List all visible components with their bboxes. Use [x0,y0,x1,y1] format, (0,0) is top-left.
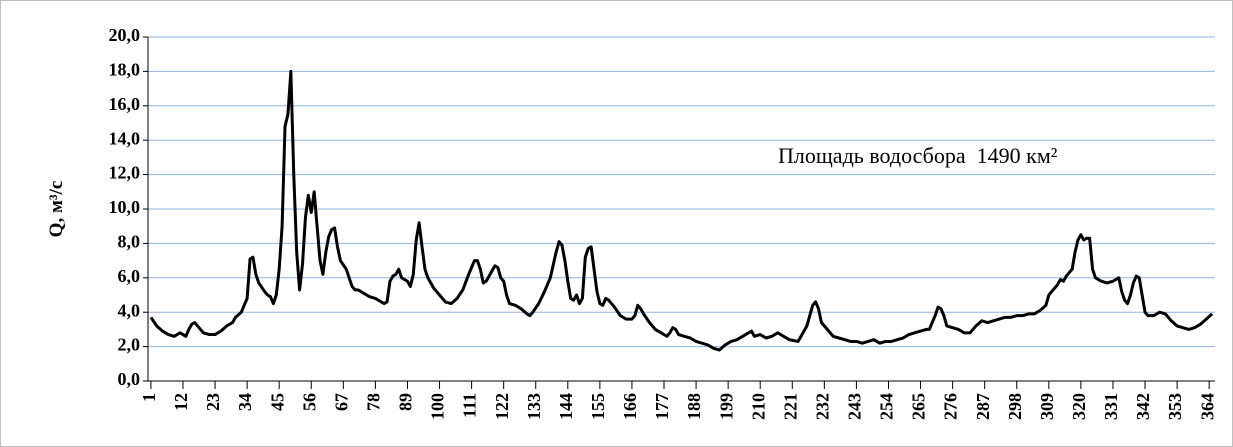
x-tick-label: 221 [780,393,800,420]
x-tick-label: 188 [684,393,704,420]
x-tick-label: 276 [941,393,961,420]
y-tick-label: 6,0 [118,266,141,286]
x-tick-label: 45 [267,393,287,411]
y-tick-label: 12,0 [109,163,141,183]
x-tick-label: 133 [524,393,544,420]
x-tick-label: 100 [428,393,448,420]
x-tick-label: 243 [845,393,865,420]
annotation: Площадь водосбора 1490 км² [778,143,1058,168]
x-tick-label: 56 [299,393,319,411]
x-tick-label: 1 [139,393,159,402]
y-tick-label: 0,0 [118,369,141,389]
x-tick-label: 144 [556,393,576,420]
x-tick-label: 232 [812,393,832,420]
x-tick-label: 287 [973,393,993,420]
x-tick-label: 122 [492,393,512,420]
y-tick-label: 14,0 [109,128,141,148]
x-tick-label: 78 [364,393,384,411]
y-tick-label: 10,0 [109,197,141,217]
y-tick-label: 16,0 [109,94,141,114]
y-axis-title: Q, м³/с [46,181,67,238]
data-line [149,69,1214,352]
y-tick-label: 8,0 [118,232,141,252]
x-tick-label: 67 [331,393,351,411]
x-tick-label: 34 [235,393,255,411]
x-tick-label: 155 [588,393,608,420]
x-tick-label: 177 [652,393,672,420]
x-tick-label: 353 [1165,393,1185,420]
x-tick-label: 320 [1069,393,1089,420]
x-tick-label: 265 [909,393,929,420]
x-tick-label: 210 [748,393,768,420]
x-tick-label: 12 [171,393,191,411]
x-tick-label: 89 [396,393,416,411]
y-tick-label: 2,0 [118,335,141,355]
y-tick-label: 20,0 [109,25,141,45]
x-tick-label: 199 [716,393,736,420]
x-tick-label: 166 [620,393,640,420]
x-tick-label: 298 [1005,393,1025,420]
x-tick-label: 331 [1101,393,1121,420]
x-tick-label: 364 [1197,393,1217,420]
x-tick-label: 309 [1037,393,1057,420]
x-tick-label: 111 [460,393,480,418]
x-tick-label: 254 [877,393,897,420]
x-tick-label: 342 [1133,393,1153,420]
y-tick-label: 4,0 [118,300,141,320]
x-tick-label: 23 [203,393,223,411]
y-tick-label: 18,0 [109,60,141,80]
